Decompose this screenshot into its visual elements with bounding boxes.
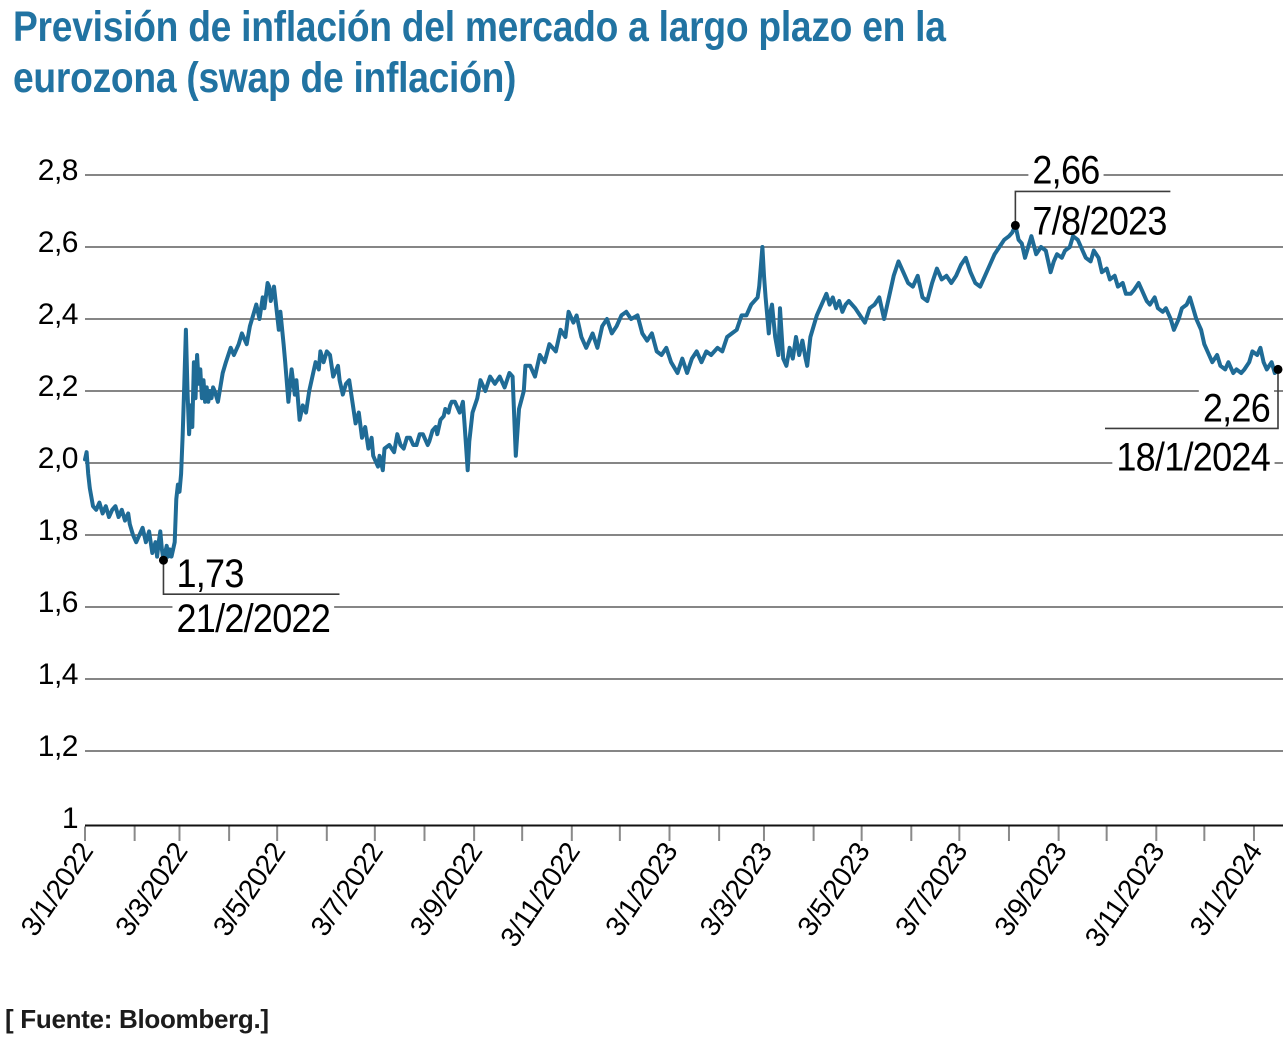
x-axis-label: 3/1/2024 <box>1184 837 1268 941</box>
annotation-value: 1,73 <box>176 553 243 597</box>
x-axis-label: 3/7/2023 <box>889 837 973 941</box>
x-axis-label: 3/1/2022 <box>15 837 99 941</box>
annotation-bg-layer <box>172 146 1275 644</box>
x-axis-label: 3/7/2022 <box>304 837 388 941</box>
y-axis-label: 2,2 <box>38 370 78 403</box>
y-axis-label: 1,8 <box>38 514 78 547</box>
y-axis-label: 1,2 <box>38 730 78 763</box>
annotation-text-background <box>1198 384 1274 433</box>
data-point-marker <box>1273 364 1283 374</box>
page-title: Previsión de inflación del mercado a lar… <box>13 2 946 104</box>
annotation-text-background <box>172 550 248 599</box>
annotation-date: 7/8/2023 <box>1032 200 1166 244</box>
x-axis-label: 3/9/2023 <box>988 837 1072 941</box>
x-axis-label: 3/11/2023 <box>1079 837 1171 952</box>
x-axis-label: 3/5/2022 <box>207 837 291 941</box>
data-point-marker <box>1010 220 1020 230</box>
x-axis-label: 3/9/2022 <box>404 837 488 941</box>
title-line-1: Previsión de inflación del mercado a lar… <box>13 3 946 51</box>
series-line <box>83 223 1280 563</box>
annotation-date: 18/1/2024 <box>1116 436 1270 480</box>
annotation-value: 2,26 <box>1203 387 1270 431</box>
data-point-marker <box>158 555 168 565</box>
annotation-bracket <box>162 560 340 595</box>
x-axis-label: 3/5/2023 <box>791 837 875 941</box>
y-axis-label: 1,6 <box>38 586 78 619</box>
annotation-text-background <box>1028 146 1104 195</box>
annotation-text-background <box>1028 197 1171 246</box>
annotation-bracket <box>1014 190 1171 226</box>
x-axis-label: 3/3/2022 <box>109 837 193 941</box>
annotation-date: 21/2/2022 <box>176 598 330 642</box>
y-axis-label: 1,4 <box>38 658 78 691</box>
title-line-2: eurozona (swap de inflación) <box>13 54 517 102</box>
y-axis-label: 2,4 <box>38 298 78 331</box>
annotation-bracket <box>1105 369 1279 430</box>
y-axis-label: 2,0 <box>38 442 78 475</box>
source-note: [ Fuente: Bloomberg.] <box>5 1004 269 1034</box>
y-axis-label: 2,8 <box>38 154 78 187</box>
annotation-text-background <box>172 595 335 644</box>
series-layer <box>83 223 1280 563</box>
y-axis-label: 1 <box>62 802 78 835</box>
annotation-text-background <box>1112 433 1275 482</box>
x-axis-label: 3/11/2022 <box>494 837 586 952</box>
y-axis-label: 2,6 <box>38 226 78 259</box>
x-axis-label: 3/1/2023 <box>599 837 683 941</box>
x-axis-label: 3/3/2023 <box>694 837 778 941</box>
annotation-value: 2,66 <box>1032 149 1099 193</box>
